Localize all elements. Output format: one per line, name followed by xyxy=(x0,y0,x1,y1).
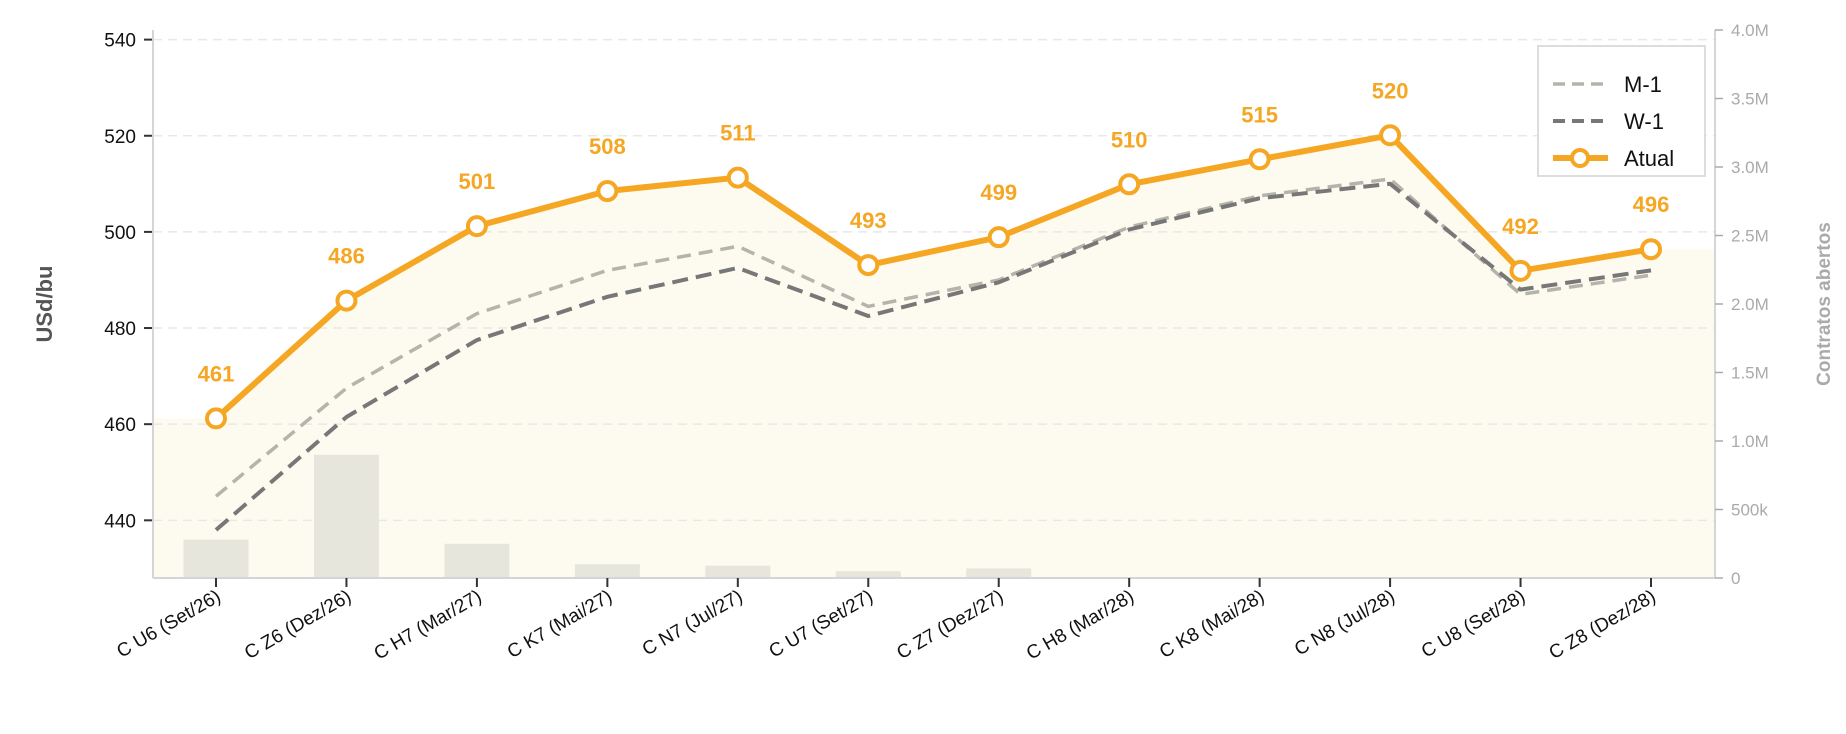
series-atual-point xyxy=(335,289,358,312)
y-tick-label: 460 xyxy=(104,415,136,436)
x-tick-label: C N8 (Jul/28) xyxy=(1291,586,1398,660)
series-atual-point xyxy=(726,166,749,189)
series-atual-point xyxy=(1118,173,1141,196)
series-atual-point xyxy=(987,226,1010,249)
series-w1-line xyxy=(214,181,1652,532)
data-label: 501 xyxy=(459,169,496,194)
data-label: 515 xyxy=(1241,102,1278,127)
data-label: 520 xyxy=(1372,78,1409,103)
data-label: 486 xyxy=(328,244,365,269)
x-tick-label: C K8 (Mai/28) xyxy=(1156,586,1268,663)
x-tick-label: C H7 (Mar/27) xyxy=(371,586,486,664)
y-tick-label: 500 xyxy=(104,223,136,244)
x-tick-label: C K7 (Mai/27) xyxy=(504,586,616,663)
series-atual-point xyxy=(465,215,488,238)
series-atual-line xyxy=(213,132,1652,421)
open-interest-bar xyxy=(835,571,901,578)
x-tick-label: C Z6 (Dez/26) xyxy=(241,586,355,664)
x-tick-label: C Z8 (Dez/28) xyxy=(1546,586,1660,664)
legend-box xyxy=(1537,45,1706,177)
y2-tick-label: 3.5M xyxy=(1731,90,1769,109)
data-label: 508 xyxy=(589,134,626,159)
series-m1-line xyxy=(214,177,1652,498)
data-label: 499 xyxy=(980,180,1017,205)
open-interest-bar xyxy=(966,568,1032,578)
open-interest-bar xyxy=(183,539,249,578)
x-tick-label: C U8 (Set/28) xyxy=(1418,586,1529,662)
legend-atual-marker xyxy=(1570,148,1590,168)
legend: M-1 W-1 Atual xyxy=(1537,45,1706,177)
series-atual-point xyxy=(205,407,227,430)
x-tick-label: C U6 (Set/26) xyxy=(113,586,224,662)
y2-tick-label: 1.5M xyxy=(1731,364,1769,383)
open-interest-bar xyxy=(444,543,510,578)
y-tick-label: 440 xyxy=(104,511,136,532)
series-atual-point xyxy=(1248,148,1271,171)
y2-tick-label: 1.0M xyxy=(1731,432,1769,451)
y-tick-label: 480 xyxy=(104,319,136,340)
legend-label: M-1 xyxy=(1624,72,1662,97)
x-tick-label: C U7 (Set/27) xyxy=(766,586,877,662)
y-axis-title: USd/bu xyxy=(32,266,57,343)
data-label: 510 xyxy=(1111,127,1148,152)
x-tick-label: C N7 (Jul/27) xyxy=(639,586,746,660)
legend-label: Atual xyxy=(1624,146,1674,171)
y-tick-label: 520 xyxy=(104,127,136,148)
y-tick-label: 540 xyxy=(104,31,136,52)
legend-label: W-1 xyxy=(1624,109,1664,134)
y2-tick-label: 4.0M xyxy=(1731,21,1769,40)
y2-axis-title: Contratos abertos xyxy=(1814,222,1835,386)
data-label: 461 xyxy=(198,361,235,386)
y2-tick-label: 2.0M xyxy=(1731,295,1769,314)
series-atual-point xyxy=(857,254,880,277)
open-interest-bar xyxy=(574,564,640,578)
series-atual-point xyxy=(1379,124,1402,147)
x-tick-label: C H8 (Mar/28) xyxy=(1023,586,1138,664)
series-atual-point xyxy=(596,180,619,203)
data-label: 496 xyxy=(1633,192,1670,217)
data-label: 493 xyxy=(850,208,887,233)
shaded-area xyxy=(153,135,1715,578)
y2-tick-label: 2.5M xyxy=(1731,227,1769,246)
data-label: 511 xyxy=(720,121,756,146)
y2-tick-label: 500k xyxy=(1731,501,1768,520)
open-interest-bar xyxy=(705,565,771,578)
y2-tick-label: 0 xyxy=(1731,569,1740,588)
series-atual-point xyxy=(1640,238,1662,261)
data-label: 492 xyxy=(1502,214,1539,239)
y2-tick-label: 3.0M xyxy=(1731,158,1769,177)
x-tick-label: C Z7 (Dez/27) xyxy=(893,586,1007,664)
series-atual-point xyxy=(1509,259,1532,282)
open-interest-bar xyxy=(313,454,379,578)
